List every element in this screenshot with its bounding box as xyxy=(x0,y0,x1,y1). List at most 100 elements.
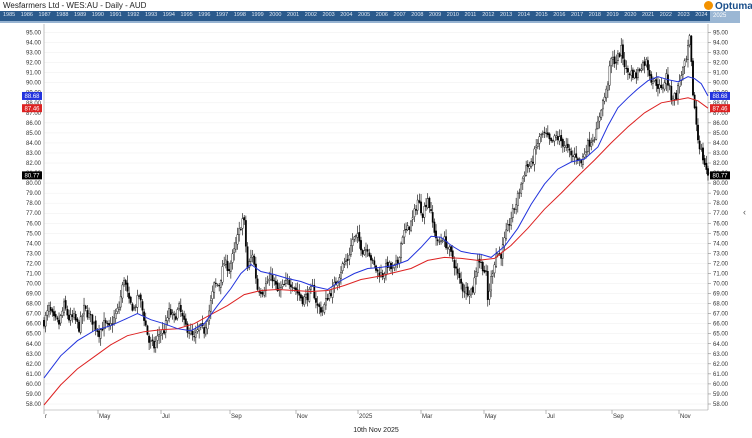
navigator-year[interactable]: 1996 xyxy=(198,12,211,18)
navigator-year[interactable]: 2021 xyxy=(642,12,655,18)
navigator-year[interactable]: 1995 xyxy=(180,12,193,18)
candle xyxy=(365,242,367,258)
navigator-year[interactable]: 1989 xyxy=(74,12,87,18)
left-tick-label: 92.00 xyxy=(26,61,42,67)
navigator-year[interactable]: 2024 xyxy=(695,12,708,18)
right-tick-label: 77.00 xyxy=(713,211,729,217)
candle xyxy=(388,260,391,271)
navigator-year[interactable]: 1988 xyxy=(56,12,69,18)
collapse-arrow-icon[interactable]: ‹ xyxy=(743,207,746,217)
left-tick-label: 76.00 xyxy=(26,221,42,227)
navigator-year[interactable]: 2000 xyxy=(269,12,282,18)
navigator-year[interactable]: 2013 xyxy=(500,12,513,18)
navigator-year[interactable]: 2005 xyxy=(358,12,371,18)
navigator-year[interactable]: 1997 xyxy=(216,12,229,18)
navigator-year[interactable]: 1994 xyxy=(162,12,175,18)
ma-red-line xyxy=(43,97,709,406)
candle xyxy=(540,132,543,142)
navigator-year[interactable]: 2015 xyxy=(535,12,548,18)
left-tick-label: 64.00 xyxy=(26,342,42,348)
right-tick-label: 84.00 xyxy=(713,141,729,147)
candle xyxy=(113,310,115,326)
right-tick-label: 61.00 xyxy=(713,372,729,378)
candle xyxy=(353,235,356,243)
right-tick-label: 70.00 xyxy=(713,282,729,288)
candle xyxy=(164,315,167,339)
navigator-year[interactable]: 2004 xyxy=(340,12,353,18)
left-price-tag: 88.68 xyxy=(22,91,42,100)
navigator-year[interactable]: 2023 xyxy=(677,12,690,18)
navigator-year[interactable]: 2010 xyxy=(446,12,459,18)
navigator-year[interactable]: 2019 xyxy=(606,12,619,18)
candle xyxy=(201,315,204,329)
right-tick-label: 71.00 xyxy=(713,271,729,277)
candle xyxy=(101,321,104,332)
footer-date: 10th Nov 2025 xyxy=(353,427,399,434)
candle xyxy=(500,252,503,266)
x-axis: r May Jul Sep Nov 2025 Mar May Jul Sep Nov xyxy=(43,409,708,420)
candle xyxy=(642,60,644,71)
candle xyxy=(688,33,691,48)
left-tick-label: 88.00 xyxy=(26,101,42,107)
navigator-year[interactable]: 2011 xyxy=(464,12,477,18)
candle xyxy=(263,286,266,298)
x-tick-label: May xyxy=(99,414,110,420)
candle xyxy=(648,64,651,81)
candle xyxy=(300,293,302,302)
navigator-year[interactable]: 1985 xyxy=(3,12,16,18)
x-tick-label: Sep xyxy=(613,414,624,420)
candle xyxy=(183,310,186,327)
candle xyxy=(543,126,546,138)
candle xyxy=(668,83,671,91)
navigator-year[interactable]: 2022 xyxy=(659,12,672,18)
candle xyxy=(466,283,469,298)
candle xyxy=(59,314,62,326)
candle xyxy=(526,160,529,173)
candle xyxy=(223,256,226,267)
navigator-year[interactable]: 2016 xyxy=(553,12,566,18)
candle xyxy=(420,193,422,216)
navigator-handle[interactable]: 2025 xyxy=(710,11,740,23)
navigator-year[interactable]: 2008 xyxy=(411,12,424,18)
navigator-year[interactable]: 1986 xyxy=(20,12,33,18)
navigator-year[interactable]: 2020 xyxy=(624,12,637,18)
candle xyxy=(591,133,594,146)
navigator-year[interactable]: 2002 xyxy=(304,12,317,18)
navigator-year[interactable]: 2009 xyxy=(429,12,442,18)
candle xyxy=(228,262,231,274)
navigator-year[interactable]: 2017 xyxy=(571,12,584,18)
candle xyxy=(133,305,135,311)
navigator-year[interactable]: 2014 xyxy=(517,12,530,18)
navigator-year[interactable]: 2006 xyxy=(375,12,388,18)
navigator-year[interactable]: 1998 xyxy=(233,12,246,18)
navigator-year[interactable]: 2003 xyxy=(322,12,335,18)
navigator-year[interactable]: 1991 xyxy=(109,12,122,18)
candle xyxy=(308,286,311,303)
candle xyxy=(491,269,494,284)
candle xyxy=(69,307,72,326)
candle xyxy=(568,144,571,158)
left-tick-label: 93.00 xyxy=(26,51,42,57)
candle xyxy=(361,248,364,258)
navigator-year[interactable]: 2012 xyxy=(482,12,495,18)
candle xyxy=(79,311,82,335)
navigator-year[interactable]: 1999 xyxy=(251,12,264,18)
candle xyxy=(513,207,516,214)
navigator-scrollbar[interactable] xyxy=(0,21,740,23)
year-navigator[interactable]: 1985 1986 1987 1988 1989 1990 1991 1992 1993 1994… xyxy=(0,11,740,21)
navigator-year[interactable]: 2007 xyxy=(393,12,406,18)
navigator-year[interactable]: 2001 xyxy=(287,12,300,18)
candle xyxy=(525,160,528,177)
navigator-year[interactable]: 1993 xyxy=(145,12,158,18)
left-tick-label: 58.00 xyxy=(26,402,42,408)
navigator-year[interactable]: 1987 xyxy=(38,12,51,18)
navigator-year[interactable]: 2018 xyxy=(588,12,601,18)
navigator-year[interactable]: 1990 xyxy=(91,12,104,18)
candle xyxy=(586,138,589,156)
navigator-year[interactable]: 1992 xyxy=(127,12,140,18)
right-tick-label: 92.00 xyxy=(713,61,729,67)
candle xyxy=(680,71,683,86)
candle xyxy=(241,213,244,236)
candle xyxy=(169,304,172,318)
